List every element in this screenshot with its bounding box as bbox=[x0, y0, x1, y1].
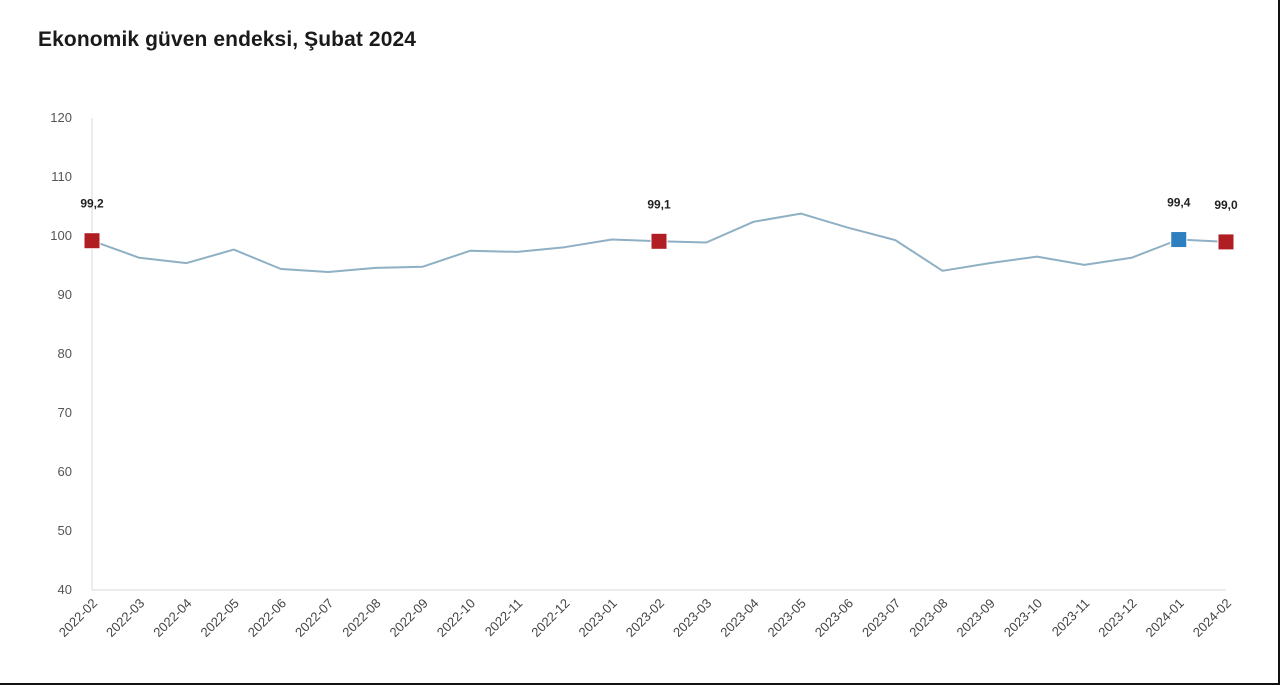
x-tick-label: 2023-04 bbox=[717, 596, 761, 640]
y-axis-ticks: 120 110 100 90 80 70 60 50 40 bbox=[50, 110, 72, 597]
x-tick-label: 2022-04 bbox=[150, 596, 194, 640]
highlight-markers: 99,2 99,1 99,4 99,0 bbox=[80, 196, 1238, 251]
x-tick-label: 2023-10 bbox=[1001, 596, 1045, 640]
data-label: 99,4 bbox=[1167, 196, 1191, 210]
x-tick-label: 2022-10 bbox=[434, 596, 478, 640]
x-tick-label: 2024-02 bbox=[1190, 596, 1234, 640]
x-tick-label: 2023-09 bbox=[954, 596, 998, 640]
y-tick-label: 60 bbox=[58, 464, 72, 479]
y-tick-label: 90 bbox=[58, 287, 72, 302]
y-tick-label: 110 bbox=[51, 169, 72, 184]
x-tick-label: 2023-07 bbox=[859, 596, 903, 640]
y-tick-label: 80 bbox=[58, 346, 72, 361]
data-label: 99,1 bbox=[647, 197, 671, 211]
x-tick-label: 2022-07 bbox=[292, 596, 336, 640]
x-tick-label: 2022-03 bbox=[103, 596, 147, 640]
x-tick-label: 2022-05 bbox=[198, 596, 242, 640]
x-tick-label: 2022-09 bbox=[387, 596, 431, 640]
y-tick-label: 100 bbox=[50, 228, 72, 243]
x-tick-label: 2022-12 bbox=[528, 596, 572, 640]
x-tick-label: 2023-05 bbox=[765, 596, 809, 640]
chart-title: Ekonomik güven endeksi, Şubat 2024 bbox=[38, 28, 417, 51]
x-tick-label: 2023-03 bbox=[670, 596, 714, 640]
x-tick-label: 2023-08 bbox=[906, 596, 950, 640]
x-tick-label: 2022-11 bbox=[482, 596, 526, 640]
highlight-marker bbox=[83, 232, 101, 250]
x-tick-label: 2023-01 bbox=[576, 596, 620, 640]
chart-axes bbox=[91, 118, 1226, 591]
x-tick-label: 2024-01 bbox=[1143, 596, 1187, 640]
highlight-marker bbox=[1170, 231, 1188, 249]
highlight-marker bbox=[650, 232, 668, 250]
x-tick-label: 2022-06 bbox=[245, 596, 289, 640]
x-axis-ticks: 2022-02 2022-03 2022-04 2022-05 2022-06 2022-… bbox=[56, 596, 1234, 640]
highlight-marker bbox=[1217, 233, 1235, 251]
x-tick-label: 2023-06 bbox=[812, 596, 856, 640]
y-tick-label: 40 bbox=[58, 582, 72, 597]
data-label: 99,2 bbox=[80, 197, 104, 211]
x-tick-label: 2023-02 bbox=[623, 596, 667, 640]
y-tick-label: 50 bbox=[58, 523, 72, 538]
y-tick-label: 70 bbox=[58, 405, 72, 420]
x-tick-label: 2023-12 bbox=[1095, 596, 1139, 640]
x-tick-label: 2022-02 bbox=[56, 596, 100, 640]
x-tick-label: 2023-11 bbox=[1049, 596, 1093, 640]
x-tick-label: 2022-08 bbox=[339, 596, 383, 640]
y-tick-label: 120 bbox=[50, 110, 72, 125]
data-label: 99,0 bbox=[1214, 198, 1238, 212]
